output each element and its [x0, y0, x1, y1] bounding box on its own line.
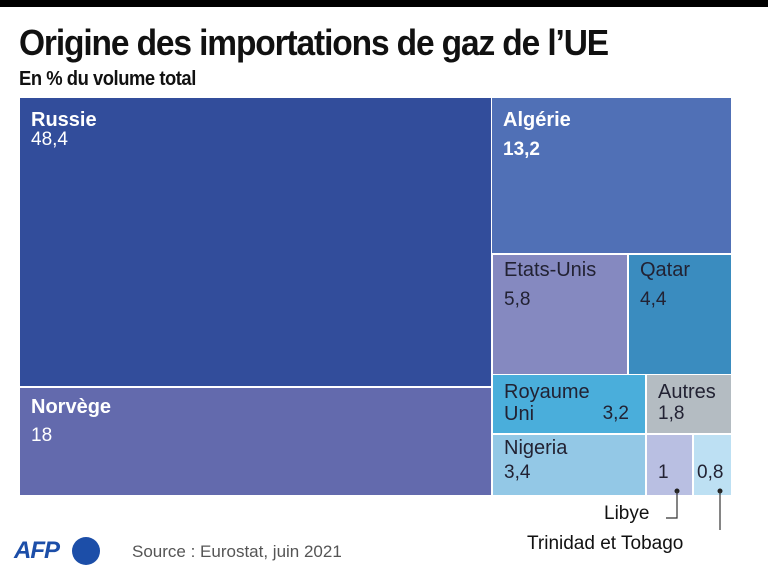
tile-label-royaume-uni: Royaume Uni [504, 381, 590, 425]
tile-label-autres: Autres [658, 381, 716, 403]
tile-value-libye: 1 [658, 462, 669, 483]
tile-nigeria: Nigeria 3,4 [493, 435, 645, 495]
tile-value-royaume-uni: 3,2 [602, 403, 629, 424]
tile-qatar: Qatar 4,4 [629, 255, 731, 374]
chart-subtitle: En % du volume total [19, 68, 196, 90]
tile-etats-unis: Etats-Unis 5,8 [493, 255, 627, 374]
royaume-uni-line: Uni [504, 403, 535, 425]
trinidad-callout-label: Trinidad et Tobago [527, 533, 684, 554]
tile-russie: Russie 48,4 [20, 98, 491, 386]
afp-logo-dot-icon [72, 537, 100, 565]
tile-value-russie: 48,4 [31, 129, 68, 150]
tile-algerie: Algérie 13,2 [492, 98, 731, 253]
tile-value-norvege: 18 [31, 425, 53, 446]
tile-value-autres: 1,8 [658, 403, 685, 424]
tile-label-algerie: Algérie [503, 109, 571, 131]
royaume-uni-line: Royaume [504, 381, 590, 403]
tile-value-nigeria: 3,4 [504, 462, 531, 483]
source-note: Source : Eurostat, juin 2021 [132, 542, 342, 561]
libye-callout-label: Libye [604, 503, 650, 524]
tile-value-qatar: 4,4 [640, 289, 667, 310]
tile-label-russie: Russie [31, 109, 97, 131]
tile-libye: 1 [647, 435, 692, 495]
tile-value-algerie: 13,2 [503, 139, 540, 160]
libye-leader-line [666, 491, 678, 519]
chart-title: Origine des importations de gaz de l’UE [19, 22, 609, 63]
tile-royaume-uni: Royaume Uni 3,2 [493, 375, 645, 433]
tile-trinidad: 0,8 [694, 435, 731, 495]
tile-label-etats-unis: Etats-Unis [504, 259, 597, 281]
top-bar [0, 0, 768, 7]
tile-norvege: Norvège 18 [20, 388, 491, 495]
tile-label-norvege: Norvège [31, 396, 112, 418]
tile-label-qatar: Qatar [640, 259, 691, 281]
tile-value-trinidad: 0,8 [697, 462, 724, 483]
tile-label-nigeria: Nigeria [504, 437, 568, 459]
afp-logo-text: AFP [14, 537, 60, 564]
tile-value-etats-unis: 5,8 [504, 289, 531, 310]
tile-autres: Autres 1,8 [647, 375, 731, 433]
